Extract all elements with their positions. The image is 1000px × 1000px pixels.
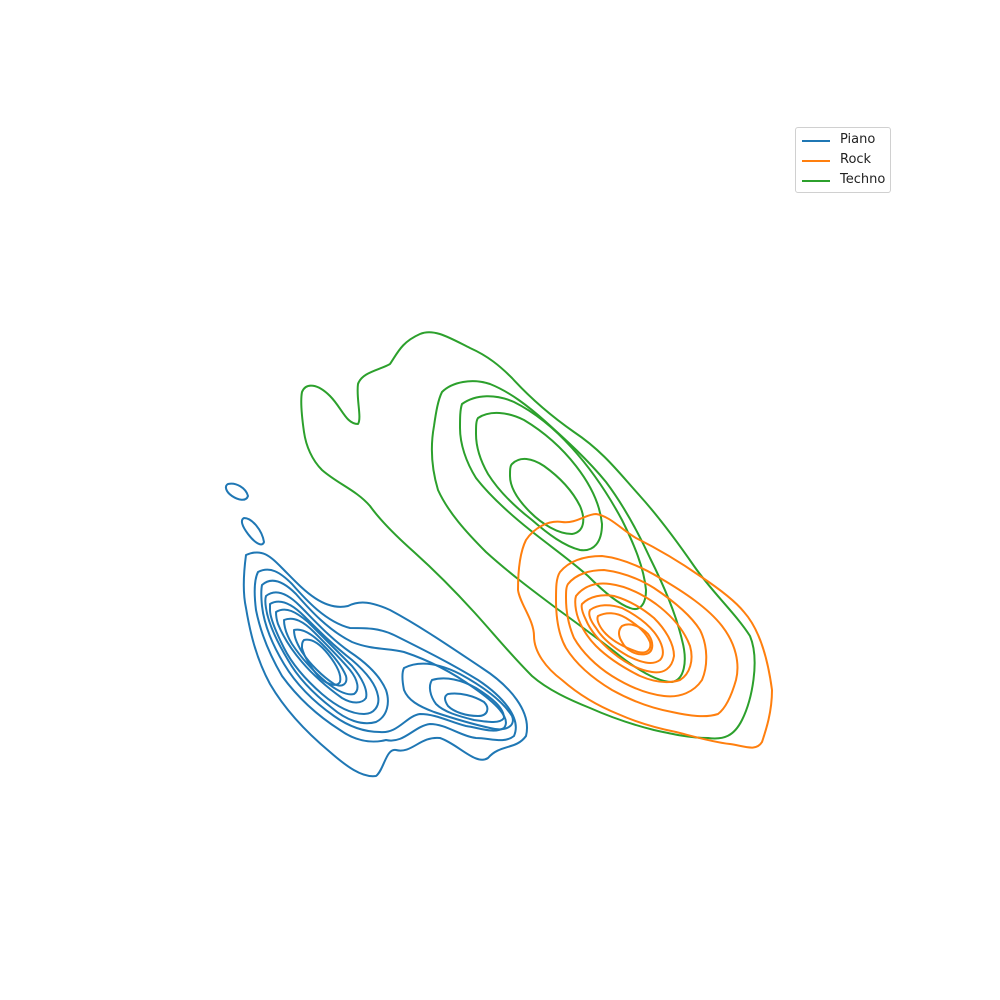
- techno-contour-outer: [300, 331, 756, 740]
- piano-contour-outer-blob: [242, 551, 528, 778]
- piano-contour-outlier-1: [224, 482, 249, 501]
- legend-item-rock: Rock: [802, 150, 888, 170]
- rock-contour-6: [588, 604, 664, 664]
- piano-contour-5: [269, 600, 380, 715]
- piano-contour-inner-left: [301, 638, 342, 686]
- legend-swatch-techno: [802, 180, 830, 182]
- piano-contour-2: [253, 568, 517, 743]
- piano-contour-3: [260, 579, 507, 734]
- piano-contour-right-lobe-a: [401, 662, 514, 731]
- legend-swatch-piano: [802, 140, 830, 142]
- techno-contour-4: [475, 412, 603, 552]
- piano-contour-6: [275, 608, 368, 704]
- techno-contour-3: [459, 395, 647, 610]
- legend-label-techno: Techno: [840, 172, 886, 187]
- piano-contour-8: [293, 628, 348, 687]
- legend-label-rock: Rock: [840, 152, 872, 167]
- legend: Piano Rock Techno: [795, 127, 891, 193]
- legend-label-piano: Piano: [840, 132, 876, 147]
- techno-contour-inner: [509, 458, 585, 535]
- legend-item-techno: Techno: [802, 170, 888, 190]
- rock-contour-3: [565, 569, 708, 698]
- series-piano-contours: [224, 482, 528, 778]
- piano-contour-outlier-2: [240, 517, 265, 546]
- rock-contour-4: [574, 582, 693, 684]
- piano-contour-right-lobe-b: [428, 677, 505, 723]
- rock-contour-7: [596, 612, 652, 654]
- rock-contour-5: [580, 594, 675, 674]
- rock-contour-outer: [517, 513, 773, 749]
- rock-contour-inner: [618, 623, 654, 656]
- rock-contour-2: [555, 555, 739, 718]
- legend-swatch-rock: [802, 160, 830, 162]
- legend-item-piano: Piano: [802, 130, 888, 150]
- piano-contour-4: [264, 591, 389, 725]
- piano-contour-right-lobe-inner: [444, 692, 489, 717]
- piano-contour-7: [283, 617, 359, 696]
- series-rock-contours: [517, 513, 773, 749]
